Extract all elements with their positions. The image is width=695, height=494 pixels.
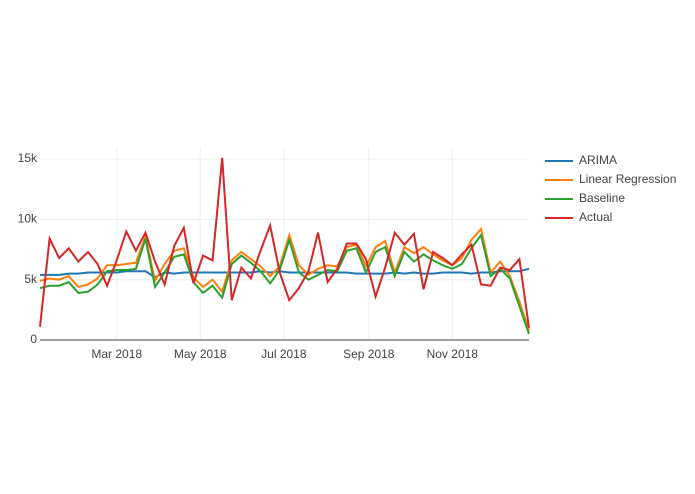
y-tick-label: 0	[30, 332, 37, 346]
series-line	[40, 267, 530, 279]
series-line	[39, 232, 530, 335]
legend-label: Actual	[579, 210, 612, 224]
x-tick-label: Mar 2018	[91, 347, 142, 361]
x-tick-label: Jul 2018	[261, 347, 307, 361]
y-tick-label: 15k	[18, 151, 38, 165]
y-tick-label: 10k	[18, 212, 38, 226]
legend-label: Linear Regression	[579, 172, 676, 186]
y-tick-label: 5k	[24, 272, 38, 286]
legend-label: Baseline	[579, 191, 625, 205]
x-tick-label: Sep 2018	[343, 347, 395, 361]
series-line	[39, 157, 530, 329]
x-tick-label: May 2018	[174, 347, 227, 361]
x-tick-label: Nov 2018	[427, 347, 479, 361]
legend-label: ARIMA	[579, 153, 617, 167]
